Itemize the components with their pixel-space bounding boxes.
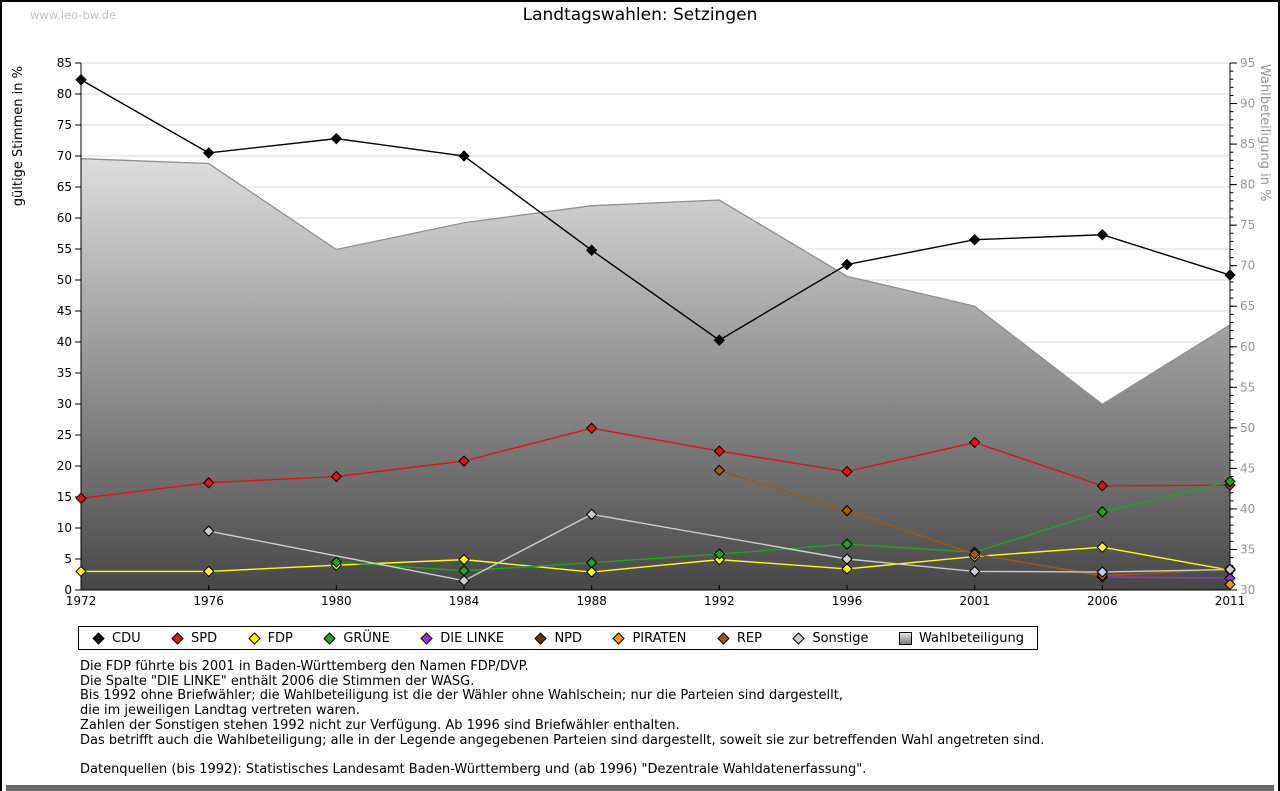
legend-label: PIRATEN	[632, 630, 687, 646]
svg-text:85: 85	[57, 56, 72, 70]
footnote-line: die im jeweiligen Landtag vertreten ware…	[80, 703, 360, 719]
piraten-diamond-icon	[612, 631, 626, 645]
rep-diamond-icon	[717, 631, 730, 645]
svg-text:85: 85	[1240, 137, 1255, 151]
svg-text:1996: 1996	[832, 594, 863, 608]
series-cdu	[75, 74, 1236, 346]
footnote-line: Das betrifft auch die Wahlbeteiligung; a…	[80, 732, 1045, 748]
svg-text:65: 65	[1240, 299, 1255, 313]
fdp-diamond-icon	[247, 631, 261, 645]
die-linke-diamond-icon	[420, 631, 434, 645]
grune-diamond-icon	[323, 631, 337, 645]
chart-legend: CDU SPD FDP GRÜNE DIE LINKE NPD PIRATEN REP Sons…	[78, 626, 1038, 650]
footnote-line	[80, 748, 1044, 763]
legend-item-fdp: FDP	[247, 630, 293, 646]
footnote-line: Bis 1992 ohne Briefwähler; die Wahlbetei…	[80, 688, 843, 704]
legend-item-spd: SPD	[171, 631, 217, 646]
footnote-line: Datenquellen (bis 1992): Statistisches L…	[80, 761, 867, 777]
svg-text:2001: 2001	[959, 594, 990, 608]
svg-text:95: 95	[1240, 56, 1255, 70]
npd-diamond-icon	[534, 631, 548, 645]
left-axis-title: gültige Stimmen in %	[11, 66, 26, 206]
legend-label: Sonstige	[812, 630, 869, 646]
legend-item-wahlbeteiligung: Wahlbeteiligung	[898, 630, 1024, 646]
svg-text:55: 55	[1240, 380, 1255, 394]
svg-text:75: 75	[1240, 218, 1255, 232]
svg-text:75: 75	[57, 118, 72, 132]
svg-text:1988: 1988	[576, 594, 607, 608]
axes: 0 5 10 15 20 25 30 35 40 45 50 55 60 65 70 75 80 85 30 35 40…	[11, 56, 1272, 608]
svg-text:60: 60	[1240, 340, 1255, 354]
series-sonstige	[202, 508, 1236, 587]
legend-label: SPD	[191, 630, 218, 646]
svg-text:1984: 1984	[449, 594, 480, 608]
svg-text:70: 70	[57, 149, 72, 163]
legend-label: CDU	[112, 630, 141, 646]
svg-text:2011: 2011	[1215, 594, 1246, 608]
svg-text:80: 80	[1240, 178, 1255, 192]
legend-item-sonstige: Sonstige	[792, 630, 869, 646]
footnote-line: Zahlen der Sonstigen stehen 1992 nicht z…	[80, 717, 680, 733]
svg-text:1992: 1992	[704, 594, 735, 608]
series-wahlbeteiligung	[80, 158, 1231, 590]
election-chart: 0 5 10 15 20 25 30 35 40 45 50 55 60 65 70 75 80 85 30 35 40…	[11, 56, 1272, 608]
footer-bar	[6, 785, 1274, 791]
turnout-area-icon	[898, 631, 912, 645]
footnote-line: Die FDP führte bis 2001 in Baden-Württem…	[80, 659, 529, 674]
svg-text:10: 10	[57, 521, 72, 535]
svg-text:1972: 1972	[66, 594, 97, 608]
legend-label: GRÜNE	[343, 630, 390, 646]
sonstige-diamond-icon	[792, 631, 806, 645]
svg-text:70: 70	[1240, 259, 1255, 273]
svg-text:1980: 1980	[321, 594, 352, 608]
legend-label: NPD	[554, 630, 583, 646]
svg-text:40: 40	[57, 335, 72, 349]
svg-text:30: 30	[1240, 583, 1255, 597]
legend-item-grune: GRÜNE	[323, 631, 390, 646]
legend-item-cdu: CDU	[92, 631, 141, 646]
legend-label: REP	[736, 630, 762, 646]
svg-text:90: 90	[1240, 97, 1255, 111]
page-title: Landtagswahlen: Setzingen	[522, 5, 758, 25]
legend-item-piraten: PIRATEN	[612, 631, 686, 646]
svg-text:35: 35	[1240, 542, 1255, 556]
legend-label: DIE LINKE	[440, 630, 505, 646]
svg-text:80: 80	[57, 87, 72, 101]
right-axis-title: Wahlbeteiligung in %	[1257, 64, 1272, 201]
svg-text:15: 15	[57, 490, 72, 504]
svg-text:2006: 2006	[1087, 594, 1118, 608]
svg-text:35: 35	[57, 366, 72, 380]
footnotes: Die FDP führte bis 2001 in Baden-Württem…	[80, 659, 1045, 778]
svg-text:25: 25	[57, 428, 72, 442]
series-piraten	[1224, 578, 1236, 591]
watermark: www.leo-bw.de	[30, 8, 117, 22]
svg-text:60: 60	[57, 211, 72, 225]
legend-item-npd: NPD	[534, 631, 582, 646]
svg-text:5: 5	[64, 552, 72, 566]
legend-label: FDP	[267, 630, 293, 646]
footnote-line: Die Spalte "DIE LINKE" enthält 2006 die …	[80, 673, 475, 689]
svg-text:1976: 1976	[193, 594, 224, 608]
cdu-diamond-icon	[92, 631, 105, 645]
series-spd	[75, 422, 1236, 504]
svg-text:50: 50	[1240, 421, 1255, 435]
legend-label: Wahlbeteiligung	[918, 630, 1024, 646]
svg-text:65: 65	[57, 180, 72, 194]
spd-diamond-icon	[171, 631, 184, 645]
svg-text:45: 45	[57, 304, 72, 318]
legend-item-die-linke: DIE LINKE	[420, 631, 504, 646]
svg-text:50: 50	[57, 273, 72, 287]
legend-item-rep: REP	[717, 631, 762, 646]
svg-text:20: 20	[57, 459, 72, 473]
svg-text:30: 30	[57, 397, 72, 411]
svg-text:0: 0	[64, 583, 72, 597]
svg-text:55: 55	[57, 242, 72, 256]
svg-text:45: 45	[1240, 461, 1255, 475]
svg-text:40: 40	[1240, 502, 1255, 516]
